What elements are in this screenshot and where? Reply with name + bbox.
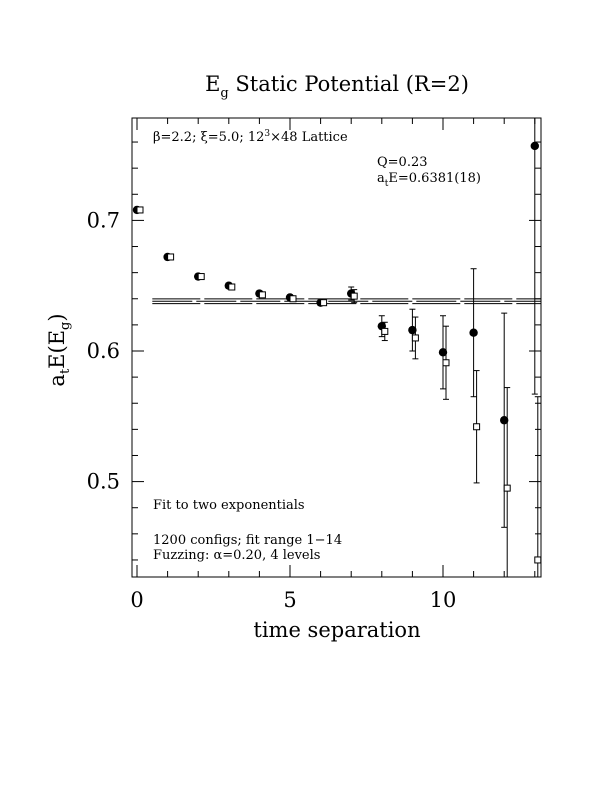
data-point xyxy=(503,484,511,492)
data-point xyxy=(167,253,175,261)
data-point xyxy=(258,291,266,299)
y-label-sub-t: t xyxy=(58,368,73,374)
x-axis-label: time separation xyxy=(253,618,420,642)
annotation-ate: atE=0.6381(18) xyxy=(377,171,481,189)
data-point xyxy=(438,348,448,357)
data-point xyxy=(469,328,478,337)
data-point xyxy=(500,416,509,425)
y-tick-label: 0.5 xyxy=(87,470,120,494)
chart-title: Eg Static Potential (R=2) xyxy=(205,72,469,101)
x-tick-label: 10 xyxy=(430,588,457,612)
data-point xyxy=(350,292,358,300)
y-tick-label: 0.6 xyxy=(87,339,120,363)
ate-post: E=0.6381(18) xyxy=(388,171,481,186)
plot-frame xyxy=(131,117,542,578)
x-tick-label: 5 xyxy=(283,588,296,612)
data-point xyxy=(381,327,389,335)
data-point xyxy=(197,273,205,281)
y-label-sub-g: g xyxy=(58,322,73,330)
data-point xyxy=(442,359,450,367)
data-point xyxy=(228,283,236,291)
annotation-q: Q=0.23 xyxy=(377,155,428,170)
y-label-mid: E(E xyxy=(45,330,69,369)
y-label-main: a xyxy=(45,374,69,387)
axis-tick-labels: 0 5 10 0.5 0.6 0.7 xyxy=(87,208,457,612)
annotation-fuzzing: Fuzzing: α=0.20, 4 levels xyxy=(153,548,320,563)
data-point xyxy=(136,206,144,214)
data-point xyxy=(473,423,481,431)
data-point xyxy=(411,334,419,342)
y-tick-label: 0.7 xyxy=(87,208,120,232)
data-point xyxy=(408,325,417,335)
data-series xyxy=(132,117,542,578)
lattice-pre: β=2.2; ξ=5.0; 12 xyxy=(153,130,264,145)
title-subscript: g xyxy=(220,86,228,101)
lattice-sup: 3 xyxy=(264,129,270,139)
ate-pre: a xyxy=(377,171,385,186)
data-point xyxy=(534,556,542,564)
annotation-lattice: β=2.2; ξ=5.0; 123×48 Lattice xyxy=(153,129,348,145)
annotation-configs: 1200 configs; fit range 1−14 xyxy=(153,533,342,548)
x-tick-label: 0 xyxy=(130,588,143,612)
data-point xyxy=(289,295,297,303)
y-axis-label: atE(Eg) xyxy=(45,313,73,386)
title-rest: Static Potential (R=2) xyxy=(229,72,469,96)
series-filled-circle xyxy=(132,117,539,528)
series-open-square xyxy=(136,206,542,578)
data-point xyxy=(530,141,539,151)
y-label-end: ) xyxy=(45,313,69,321)
annotation-fit-type: Fit to two exponentials xyxy=(153,498,305,513)
lattice-post: ×48 Lattice xyxy=(270,130,348,145)
data-point xyxy=(320,299,328,307)
title-main: E xyxy=(205,72,220,96)
fit-band xyxy=(152,298,541,305)
ate-sub: t xyxy=(385,179,389,189)
